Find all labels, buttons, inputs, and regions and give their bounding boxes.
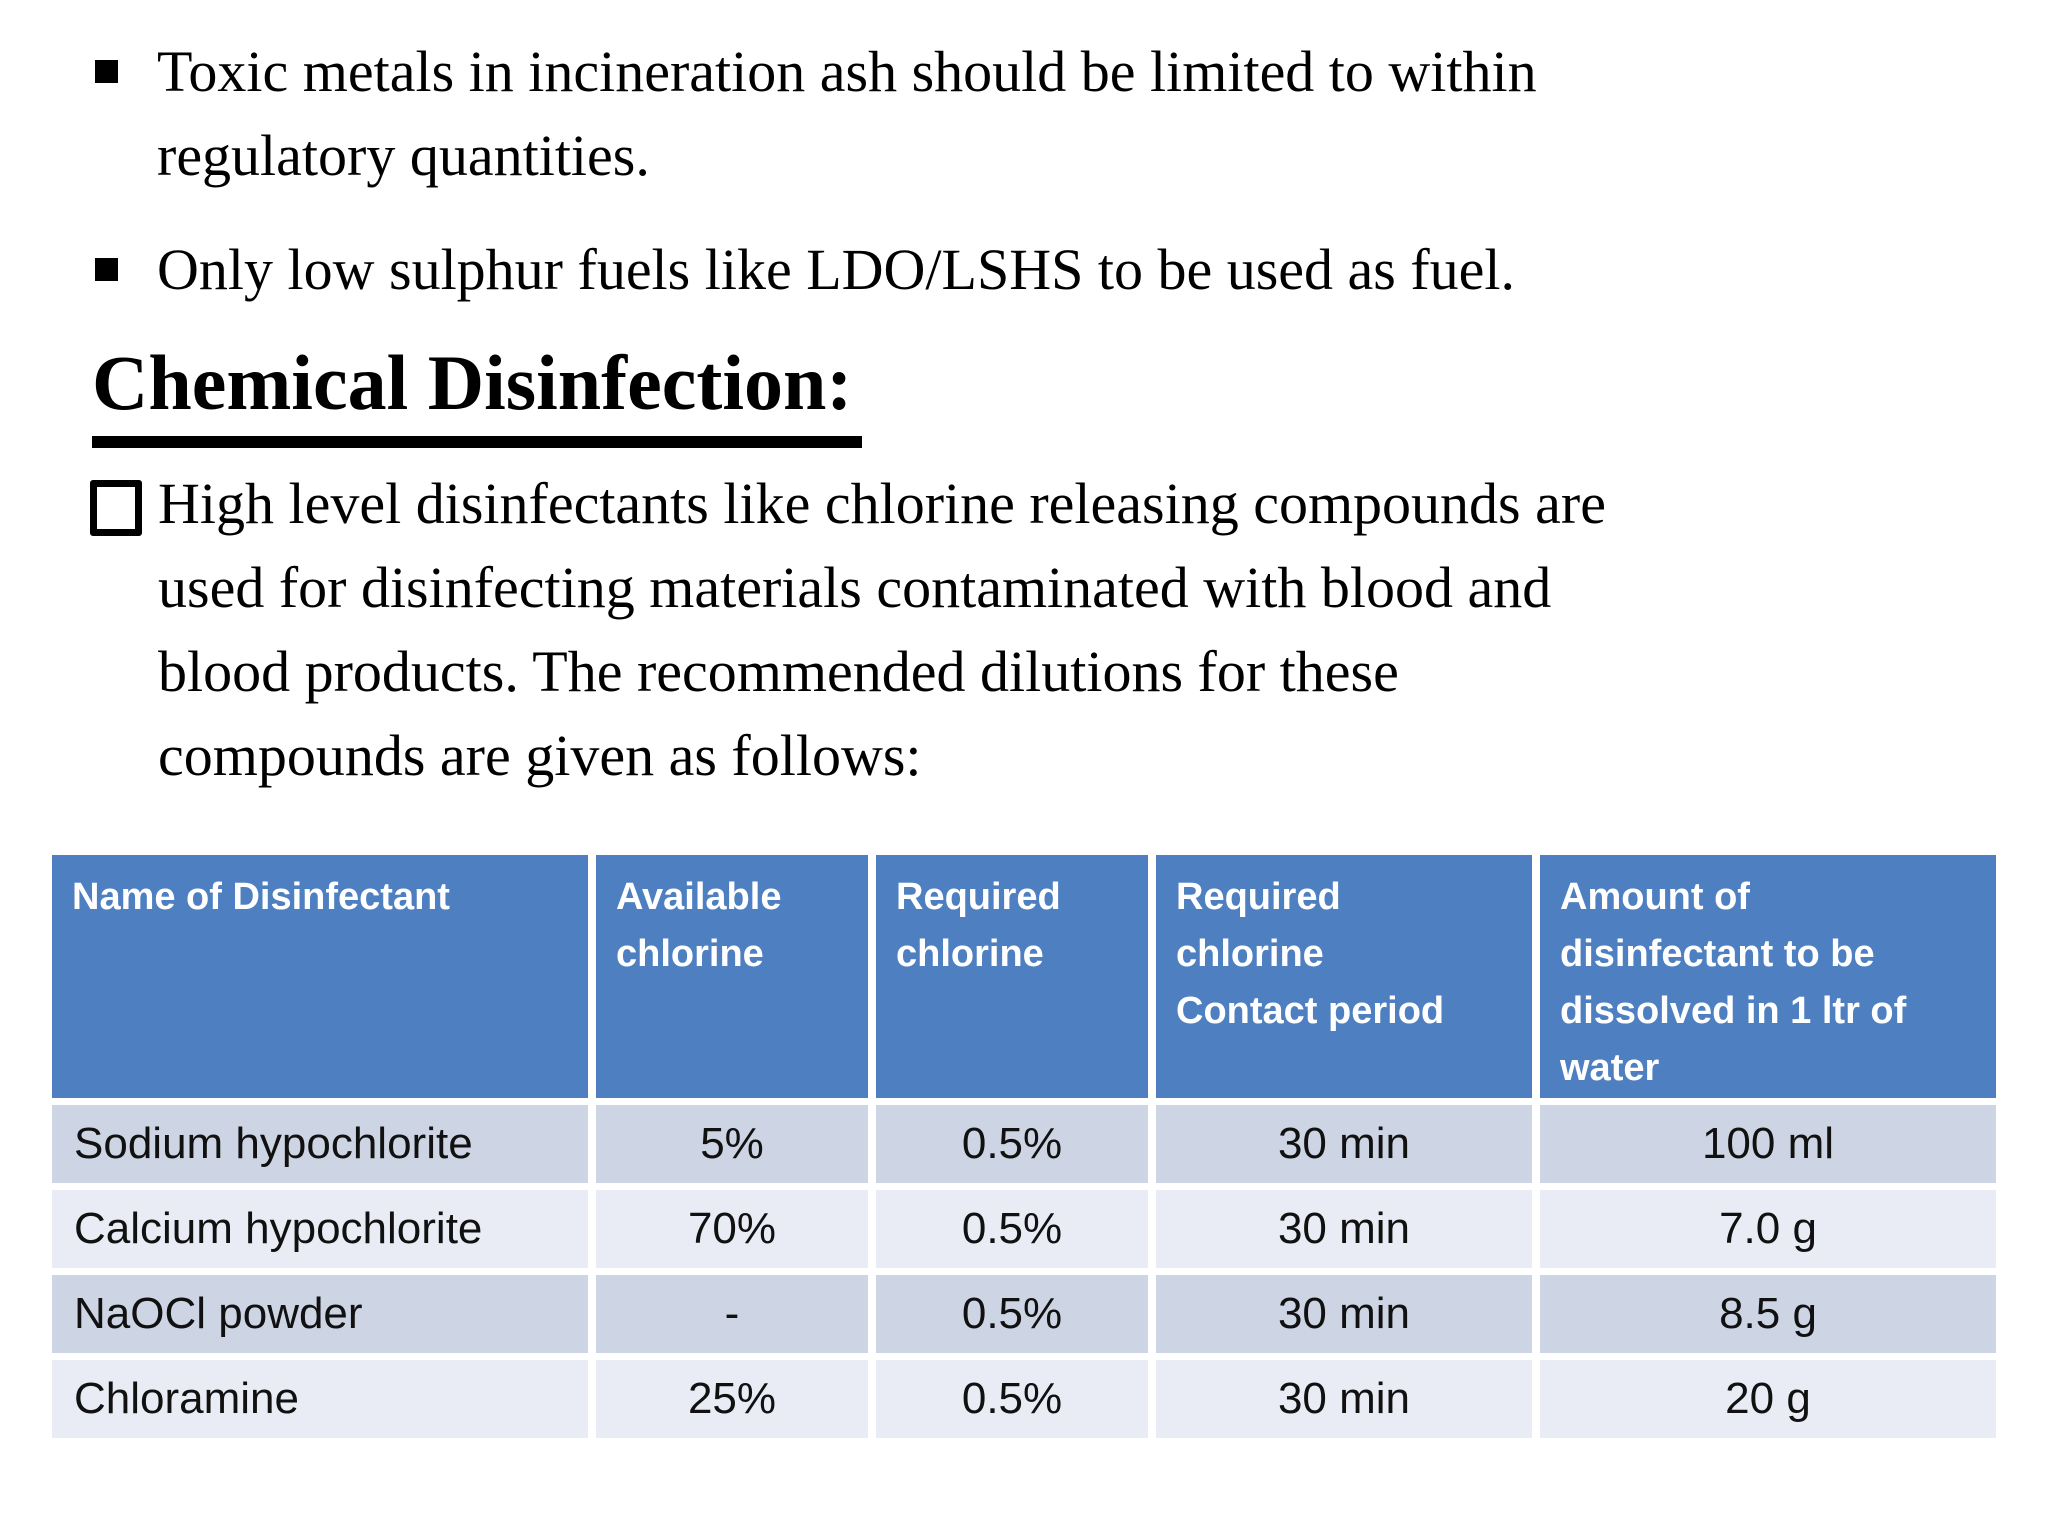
table-cell: 30 min	[1156, 1275, 1532, 1353]
header-line: Contact period	[1176, 990, 1445, 1032]
section-heading-wrap: Chemical Disinfection:	[92, 340, 863, 448]
column-header-required-chlorine: Required chlorine	[876, 855, 1148, 1098]
table-cell: 25%	[596, 1360, 868, 1438]
bullet-line: Toxic metals in incineration ash should …	[157, 39, 1537, 104]
header-line: Required	[1176, 876, 1341, 918]
section-heading: Chemical Disinfection:	[92, 340, 863, 448]
checklist-line: High level disinfectants like chlorine r…	[158, 471, 1606, 536]
header-line: Name of Disinfectant	[72, 876, 450, 918]
checklist: High level disinfectants like chlorine r…	[90, 462, 1990, 798]
table-cell: 7.0 g	[1540, 1190, 1996, 1268]
table-cell: 0.5%	[876, 1105, 1148, 1183]
header-line: chlorine	[896, 933, 1044, 975]
bullet-text: Toxic metals in incineration ash should …	[157, 30, 1975, 198]
table-cell: 100 ml	[1540, 1105, 1996, 1183]
table-cell: 30 min	[1156, 1360, 1532, 1438]
checklist-line: compounds are given as follows:	[158, 723, 922, 788]
table-cell: 30 min	[1156, 1190, 1532, 1268]
square-bullet-icon	[95, 228, 157, 312]
checklist-text: High level disinfectants like chlorine r…	[158, 462, 1990, 798]
table-cell: 0.5%	[876, 1360, 1148, 1438]
list-item: Only low sulphur fuels like LDO/LSHS to …	[95, 228, 1975, 312]
column-header-contact-period: Required chlorine Contact period	[1156, 855, 1532, 1098]
header-line: dissolved in 1 ltr of	[1560, 990, 1907, 1032]
table-cell: 0.5%	[876, 1190, 1148, 1268]
bullet-list: Toxic metals in incineration ash should …	[95, 30, 1975, 342]
header-line: water	[1560, 1047, 1660, 1089]
table-cell: NaOCl powder	[52, 1275, 588, 1353]
list-item: Toxic metals in incineration ash should …	[95, 30, 1975, 198]
table-cell: Chloramine	[52, 1360, 588, 1438]
bullet-line: Only low sulphur fuels like LDO/LSHS to …	[157, 237, 1516, 302]
table-cell: Calcium hypochlorite	[52, 1190, 588, 1268]
header-line: chlorine	[1176, 933, 1324, 975]
table-cell: -	[596, 1275, 868, 1353]
table-cell: 30 min	[1156, 1105, 1532, 1183]
checklist-line: blood products. The recommended dilution…	[158, 639, 1399, 704]
header-line: disinfectant to be	[1560, 933, 1875, 975]
table-cell: 5%	[596, 1105, 868, 1183]
column-header-amount: Amount of disinfectant to be dissolved i…	[1540, 855, 1996, 1098]
header-line: Available	[616, 876, 782, 918]
bullet-line: regulatory quantities.	[157, 123, 650, 188]
table-cell: 20 g	[1540, 1360, 1996, 1438]
column-header-available-chlorine: Available chlorine	[596, 855, 868, 1098]
table-cell: 8.5 g	[1540, 1275, 1996, 1353]
bullet-text: Only low sulphur fuels like LDO/LSHS to …	[157, 228, 1975, 312]
list-item: High level disinfectants like chlorine r…	[90, 462, 1990, 798]
header-line: chlorine	[616, 933, 764, 975]
open-checkbox-bullet-icon	[90, 462, 158, 798]
table-cell: 0.5%	[876, 1275, 1148, 1353]
column-header-name: Name of Disinfectant	[52, 855, 588, 1098]
square-bullet-icon	[95, 30, 157, 198]
header-line: Amount of	[1560, 876, 1750, 918]
header-line: Required	[896, 876, 1061, 918]
table-cell: 70%	[596, 1190, 868, 1268]
disinfectant-table: Name of Disinfectant Available chlorine …	[52, 855, 1996, 1438]
checklist-line: used for disinfecting materials contamin…	[158, 555, 1552, 620]
table-cell: Sodium hypochlorite	[52, 1105, 588, 1183]
